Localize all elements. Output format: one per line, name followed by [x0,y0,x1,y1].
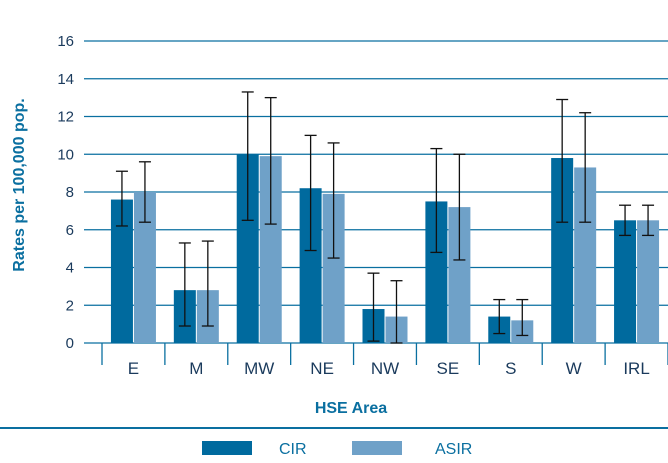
error-bar-asir-m [201,240,214,327]
y-tick-label: 12 [57,109,74,126]
bar-asir-se [448,207,471,343]
error-bar-asir-w [579,112,592,223]
y-tick-label: 2 [66,297,74,314]
bar-asir-mw [259,156,282,343]
error-bar-asir-ne [327,142,340,259]
error-bar-cir-s [493,298,506,335]
error-bar-asir-se [453,153,466,261]
bar-asir-ne [322,193,345,343]
y-tick-label: 6 [66,222,74,239]
y-tick-label: 10 [57,146,74,163]
bar-cir-se [425,201,448,343]
y-tick-label: 4 [66,260,74,277]
y-axis-title: Rates per 100,000 pop. [11,98,28,271]
error-bar-cir-w [556,98,569,223]
legend-label-cir: CIR [279,441,307,458]
error-bar-cir-e [115,170,128,227]
bar-cir-ne [299,188,322,343]
bar-cir-irl [614,220,637,343]
error-bar-asir-mw [264,96,277,225]
x-tick-label: W [566,359,582,378]
bars-layer [110,154,660,343]
x-tick-label: SE [437,359,460,378]
x-tick-label: NW [371,359,399,378]
x-tick-label: M [189,359,203,378]
error-bar-asir-irl [642,204,655,237]
error-bar-cir-irl [619,204,632,237]
x-tick-label: IRL [623,359,649,378]
error-bar-cir-nw [367,272,380,342]
errors-layer [115,91,655,344]
y-tick-label: 14 [57,71,74,88]
legend-swatch-asir [352,441,402,455]
x-tick-label: S [505,359,516,378]
error-bar-cir-se [430,147,443,254]
error-bar-cir-mw [241,91,254,221]
y-tick-label: 16 [57,33,74,50]
y-tick-label: 0 [66,335,74,352]
bar-asir-irl [637,220,660,343]
error-bar-asir-e [138,161,151,223]
bar-cir-e [110,199,133,343]
error-bar-asir-nw [390,280,403,344]
y-tick-label: 8 [66,184,74,201]
legend-swatch-cir [202,441,252,455]
x-tick-label: NE [310,359,334,378]
axis-layer: 0 2 4 6 8 10 12 14 16 E M MW NE NW SE S W IRL [57,33,668,378]
bar-cir-mw [236,154,259,343]
legend-label-asir: ASIR [435,441,472,458]
x-tick-label: MW [244,359,274,378]
x-axis-title: HSE Area [315,400,387,417]
error-bar-asir-s [516,298,529,337]
bar-cir-w [551,158,574,343]
bar-asir-w [574,167,597,343]
legend: CIR ASIR [202,441,472,458]
bar-asir-e [133,192,156,343]
error-bar-cir-m [178,242,191,327]
error-bar-cir-ne [304,134,317,252]
x-tick-label: E [128,359,139,378]
